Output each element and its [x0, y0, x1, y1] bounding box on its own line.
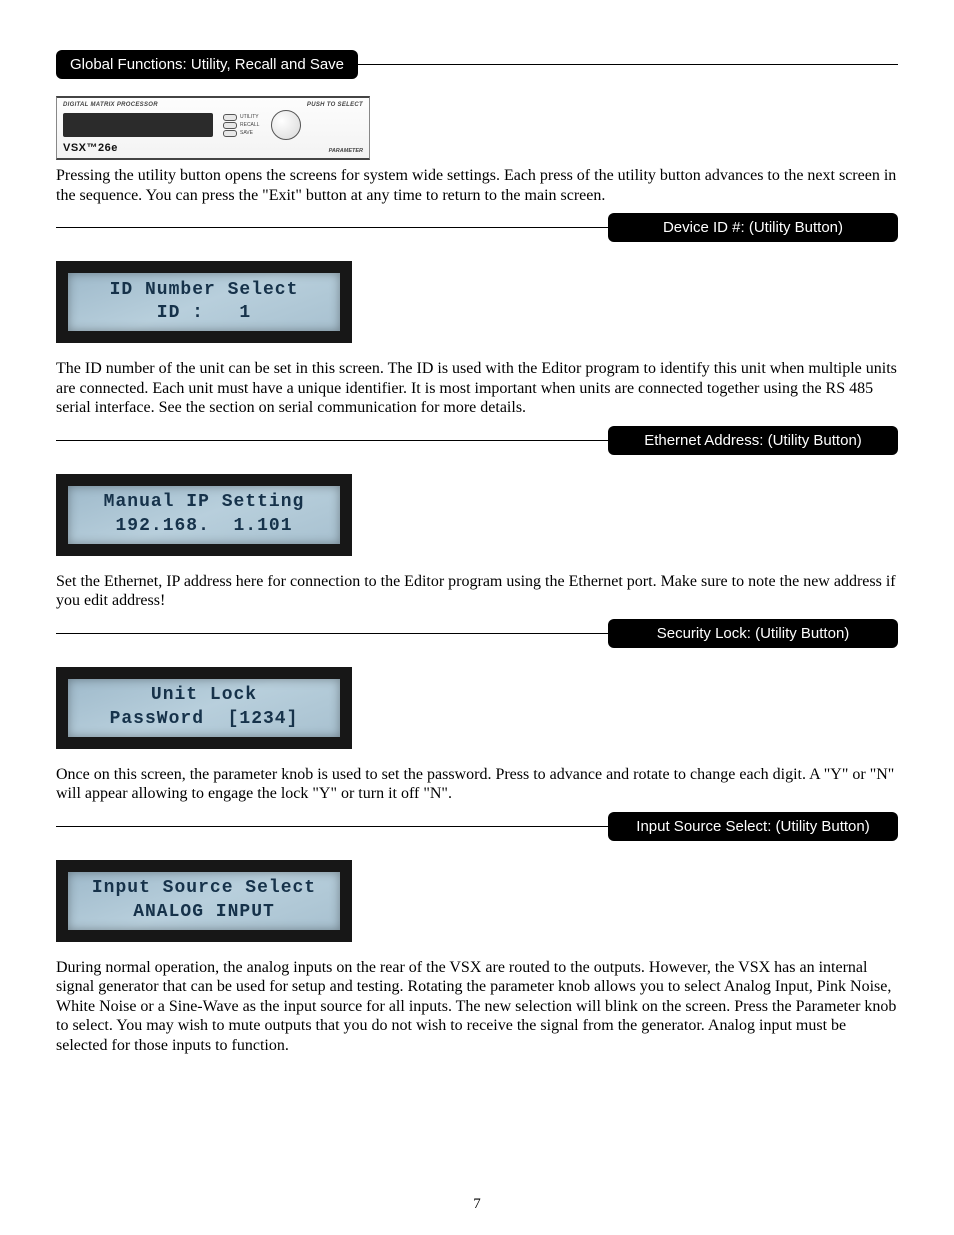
main-header-title: Global Functions: Utility, Recall and Sa…: [56, 50, 358, 79]
subheader-row-ethernet: Ethernet Address: (Utility Button): [56, 426, 898, 454]
lcd-screenshot-input-source: Input Source Select ANALOG INPUT: [56, 860, 352, 942]
body-input-source: During normal operation, the analog inpu…: [56, 958, 898, 1056]
document-page: Global Functions: Utility, Recall and Sa…: [0, 0, 954, 1235]
body-ethernet: Set the Ethernet, IP address here for co…: [56, 572, 898, 611]
device-panel-illustration: DIGITAL MATRIX PROCESSOR PUSH TO SELECT …: [56, 96, 370, 160]
lcd-line1: Input Source Select: [92, 877, 316, 900]
save-button-icon: [223, 130, 237, 137]
page-number: 7: [0, 1196, 954, 1213]
recall-button-icon: [223, 122, 237, 129]
parameter-knob-icon: [271, 110, 301, 140]
lcd-line2: ID : 1: [157, 302, 251, 325]
subheader-ethernet: Ethernet Address: (Utility Button): [608, 426, 898, 455]
device-top-left-label: DIGITAL MATRIX PROCESSOR: [63, 102, 158, 108]
device-lcd-surface: [63, 113, 213, 137]
subheader-security: Security Lock: (Utility Button): [608, 619, 898, 648]
lcd-screenshot-ethernet: Manual IP Setting 192.168. 1.101: [56, 474, 352, 556]
save-button-label: SAVE: [240, 130, 253, 136]
utility-button-icon: [223, 114, 237, 121]
lcd-line1: Unit Lock: [151, 684, 257, 707]
subheader-row-security: Security Lock: (Utility Button): [56, 619, 898, 647]
device-model-label: VSX™26e: [63, 142, 118, 154]
lcd-line1: ID Number Select: [110, 279, 299, 302]
subheader-row-device-id: Device ID #: (Utility Button): [56, 213, 898, 241]
lcd-line2: 192.168. 1.101: [115, 515, 292, 538]
main-header-row: Global Functions: Utility, Recall and Sa…: [56, 50, 898, 78]
intro-paragraph: Pressing the utility button opens the sc…: [56, 166, 898, 205]
recall-button-label: RECALL: [240, 122, 259, 128]
lcd-screenshot-security: Unit Lock PassWord [1234]: [56, 667, 352, 749]
body-security: Once on this screen, the parameter knob …: [56, 765, 898, 804]
subheader-row-input-source: Input Source Select: (Utility Button): [56, 812, 898, 840]
utility-button-label: UTILITY: [240, 114, 259, 120]
body-device-id: The ID number of the unit can be set in …: [56, 359, 898, 418]
lcd-line2: ANALOG INPUT: [133, 901, 275, 924]
device-top-right-label: PUSH TO SELECT: [307, 102, 363, 108]
lcd-screenshot-device-id: ID Number Select ID : 1: [56, 261, 352, 343]
lcd-line1: Manual IP Setting: [104, 491, 305, 514]
subheader-device-id: Device ID #: (Utility Button): [608, 213, 898, 242]
lcd-line2: PassWord [1234]: [110, 708, 299, 731]
device-button-column: UTILITY RECALL SAVE: [223, 114, 259, 137]
subheader-input-source: Input Source Select: (Utility Button): [608, 812, 898, 841]
parameter-label: PARAMETER: [329, 148, 363, 154]
